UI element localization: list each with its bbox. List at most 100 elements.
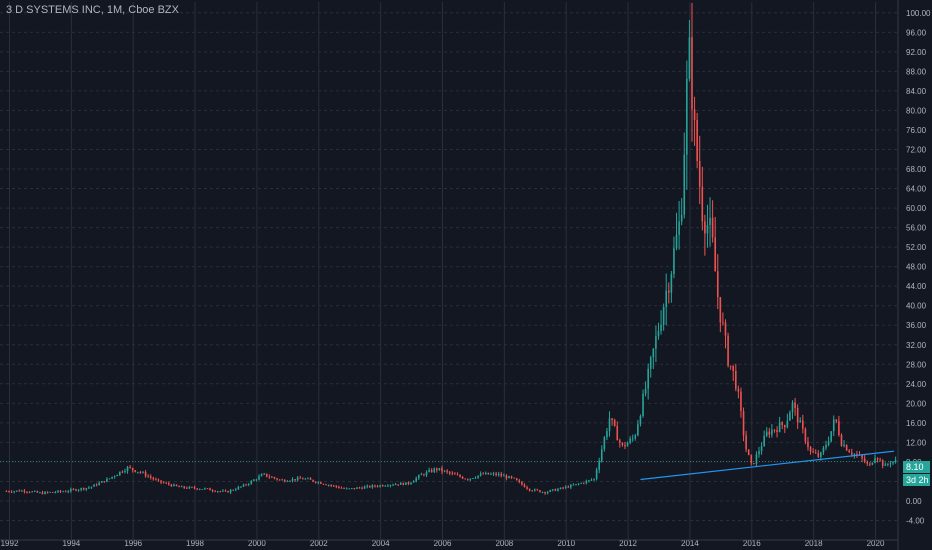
trendline[interactable] (640, 450, 895, 481)
candle-body (18, 490, 21, 492)
candle-body (698, 161, 701, 187)
candle-body (85, 488, 88, 490)
candle-body (466, 479, 469, 480)
candle-body (21, 490, 23, 492)
candle-body (363, 486, 366, 489)
candle-body (70, 489, 72, 492)
candle-body (616, 425, 619, 441)
chart-title: 3 D SYSTEMS INC, 1M, Cboe BZX (6, 4, 179, 16)
candle-body (876, 458, 879, 460)
time-axis[interactable]: 1992 1994 1996 1998 2000 2002 2004 2006 2008 2010… (0, 539, 898, 548)
candle-body (90, 486, 93, 488)
candle-body (405, 482, 407, 485)
candle-body (688, 37, 691, 79)
price-axis[interactable]: -4.000.004.008.0012.0016.0020.0024.0028.… (897, 0, 931, 550)
candle-body (26, 491, 28, 493)
candle-body (33, 491, 36, 492)
candle-body (523, 484, 526, 488)
candle-body (745, 435, 747, 450)
price-tick-label: 72.00 (906, 145, 927, 154)
candle-body (247, 483, 250, 485)
candle-body (394, 484, 397, 486)
candle-body (740, 391, 742, 412)
candle-body (838, 421, 840, 435)
price-tick-label: 40.00 (906, 302, 927, 311)
candle-body (835, 419, 838, 422)
candle-body (577, 483, 580, 485)
candle-body (570, 484, 572, 488)
candle-body (552, 489, 554, 491)
candle-body (44, 491, 46, 495)
candle-body (827, 441, 830, 445)
candle-body (881, 459, 884, 466)
candle-body (13, 491, 15, 493)
candle-body (113, 476, 116, 477)
candle-body (544, 492, 546, 494)
candle-body (36, 491, 39, 493)
price-tick-label: 52.00 (906, 243, 927, 252)
time-tick-label: 1992 (1, 539, 19, 548)
candle-body (423, 474, 425, 476)
candle-body (448, 471, 451, 474)
candle-body (178, 486, 180, 488)
candle-body (472, 478, 474, 479)
candle-body (549, 490, 552, 492)
candle-body (227, 491, 229, 493)
price-tick-label: 60.00 (906, 204, 927, 213)
candle-body (149, 476, 152, 478)
candle-body (482, 473, 485, 475)
price-tick-label: 24.00 (906, 380, 927, 389)
time-tick-label: 2010 (557, 539, 575, 548)
candle-body (312, 479, 314, 482)
candle-body (173, 484, 175, 487)
candle-body (660, 324, 662, 331)
candle-body (291, 479, 294, 481)
candle-body (201, 489, 204, 490)
candle-body (317, 482, 320, 483)
candle-body (755, 454, 758, 464)
candle-body (93, 484, 95, 487)
candle-body (696, 119, 698, 162)
candle-body (848, 450, 851, 453)
candle-body (758, 450, 760, 455)
candle-body (438, 468, 441, 470)
candle-body (260, 474, 263, 477)
candle-body (505, 475, 508, 479)
candle-body (613, 419, 616, 426)
candle-body (716, 271, 719, 297)
candle-body (497, 473, 500, 476)
candle-body (778, 422, 781, 432)
time-tick-label: 2006 (434, 539, 452, 548)
candle-body (302, 478, 304, 480)
candle-body (425, 471, 428, 476)
candle-body (528, 488, 531, 491)
candle-body (216, 491, 219, 493)
candle-body (781, 422, 783, 426)
candle-body (866, 462, 869, 464)
candle-body (222, 490, 224, 492)
candle-body (415, 478, 418, 482)
candle-body (28, 491, 31, 493)
candle-body (763, 435, 765, 447)
candle-body (670, 274, 673, 293)
candle-body (879, 459, 881, 461)
trendline-layer[interactable] (0, 450, 898, 481)
candle-body (469, 478, 472, 480)
candle-body (155, 479, 157, 481)
time-tick-label: 1996 (124, 539, 142, 548)
candle-body (724, 322, 727, 336)
candle-body (381, 485, 384, 487)
candle-body (799, 420, 802, 423)
candle-body (162, 482, 165, 484)
candle-body (894, 460, 897, 462)
candle-body (582, 482, 585, 484)
candle-body (572, 484, 575, 486)
candle-body (590, 479, 593, 481)
candle-body (361, 487, 363, 489)
candle-body (338, 486, 340, 488)
candle-body (510, 476, 513, 478)
candle-body (887, 464, 889, 466)
candle-body (732, 365, 735, 371)
candle-body (490, 473, 492, 475)
